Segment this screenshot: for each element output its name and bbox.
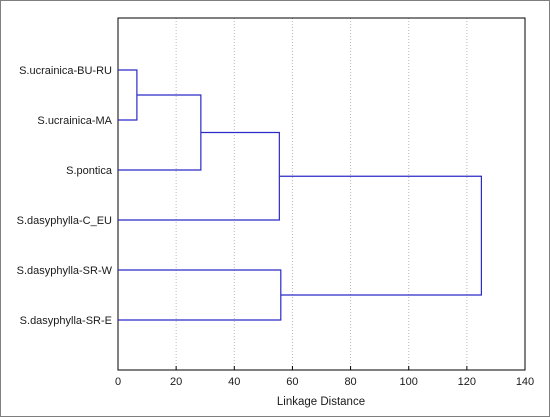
x-tick-label: 20 [170, 376, 182, 388]
leaf-label: S.dasyphylla-SR-E [20, 315, 112, 327]
x-tick-label: 0 [115, 376, 121, 388]
leaf-label: S.pontica [66, 165, 113, 177]
leaf-labels: S.ucrainica-BU-RU S.ucrainica-MA S.pontica… [17, 65, 122, 327]
dendrogram-link [118, 69, 138, 121]
x-axis: 0 20 40 60 80 100 120 140 [115, 366, 534, 388]
dendrogram-link [118, 131, 280, 221]
dendrogram-link [118, 269, 282, 321]
x-tick-label: 40 [228, 376, 240, 388]
x-tick-label: 120 [458, 376, 476, 388]
leaf-label: S.ucrainica-MA [37, 115, 112, 127]
plot-area-border [117, 17, 526, 371]
x-tick-label: 60 [286, 376, 298, 388]
leaf-label: S.dasyphylla-SR-W [17, 265, 113, 277]
leaf-label: S.dasyphylla-C_EU [17, 215, 112, 227]
leaf-label: S.ucrainica-BU-RU [19, 65, 112, 77]
dendrogram-branches [118, 69, 482, 321]
dendrogram-link [279, 175, 482, 296]
x-tick-label: 100 [400, 376, 418, 388]
x-tick-label: 140 [516, 376, 534, 388]
x-tick-label: 80 [344, 376, 356, 388]
dendrogram-link [118, 94, 202, 171]
x-axis-title: Linkage Distance [277, 396, 365, 408]
grid-lines [175, 18, 468, 370]
